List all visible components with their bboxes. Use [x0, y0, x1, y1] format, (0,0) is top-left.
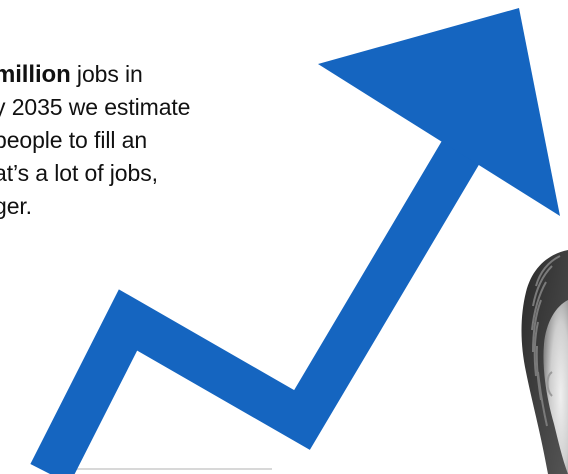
intro-line-5: ger. — [0, 193, 32, 219]
intro-line-4: at’s a lot of jobs, — [0, 160, 158, 186]
intro-line-1: million jobs in — [0, 58, 324, 91]
intro-line-2: y 2035 we estimate — [0, 94, 191, 120]
person-braids — [531, 255, 561, 427]
divider — [62, 468, 272, 470]
person-face — [543, 300, 568, 474]
intro-line-3: people to fill an — [0, 127, 148, 153]
intro-text: million jobs in y 2035 we estimate peopl… — [0, 58, 324, 223]
growth-arrow-shaft — [30, 128, 487, 474]
growth-arrow-head — [318, 8, 560, 216]
intro-highlight: million — [0, 61, 71, 88]
intro-line-1-rest: jobs in — [70, 61, 143, 87]
person-ear — [546, 371, 553, 397]
